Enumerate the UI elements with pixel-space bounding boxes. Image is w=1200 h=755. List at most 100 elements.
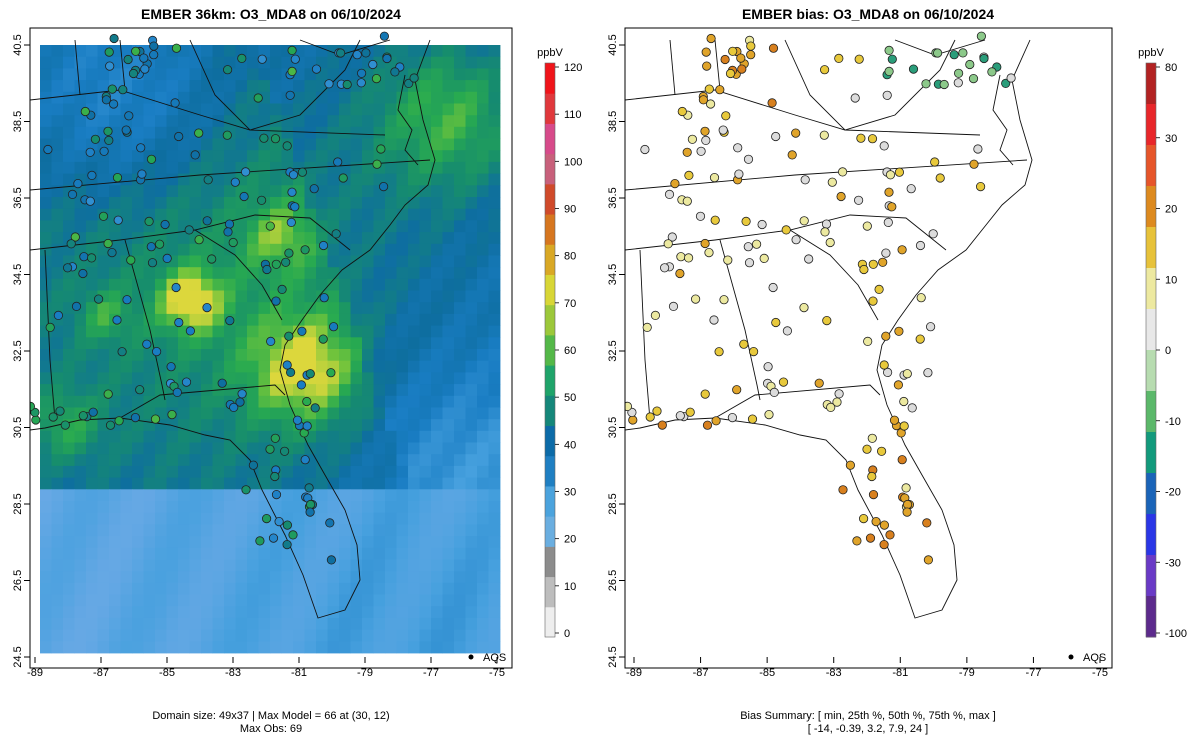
observation-site-marker [184, 225, 194, 235]
model-grid-cell [373, 255, 386, 268]
bias-site-marker [908, 64, 919, 74]
model-grid-cell [247, 454, 259, 467]
model-grid-cell [166, 559, 179, 572]
model-grid-cell [212, 150, 225, 163]
bias-site-marker [884, 187, 894, 197]
model-grid-cell [477, 524, 489, 537]
model-grid-cell [362, 68, 374, 81]
bias-site-marker [715, 85, 725, 95]
model-grid-cell [212, 278, 225, 291]
model-grid-cell [350, 185, 363, 198]
model-grid-cell [270, 161, 282, 174]
model-grid-cell [178, 606, 190, 619]
model-grid-cell [247, 477, 259, 490]
bias-site-marker [814, 378, 824, 388]
model-grid-cell [97, 372, 110, 385]
bias-site-marker [953, 78, 963, 88]
bias-site-marker [702, 420, 713, 430]
model-grid-cell [419, 629, 432, 642]
bias-site-marker [928, 229, 938, 239]
model-grid-cell [86, 325, 98, 338]
model-grid-cell [281, 571, 294, 584]
model-grid-cell [86, 68, 98, 81]
model-grid-cell [454, 617, 466, 630]
bias-site-marker [720, 54, 730, 65]
bias-site-marker [906, 184, 916, 194]
model-grid-cell [339, 477, 351, 490]
model-grid-cell [339, 325, 351, 338]
model-grid-cell [454, 290, 466, 303]
model-grid-cell [316, 454, 328, 467]
bias-site-marker [876, 446, 887, 456]
model-grid-cell [431, 185, 443, 198]
observation-site-marker [217, 378, 227, 388]
model-grid-cell [442, 547, 455, 560]
model-grid-cell [189, 290, 202, 303]
model-grid-cell [201, 161, 213, 174]
model-grid-cell [408, 501, 420, 514]
model-grid-cell [40, 56, 52, 69]
model-grid-cell [327, 395, 340, 408]
model-grid-cell [224, 278, 236, 291]
model-grid-cell [316, 629, 328, 642]
observation-site-marker [356, 68, 367, 78]
model-grid-cell [442, 617, 455, 630]
model-grid-cell [293, 173, 305, 186]
model-grid-cell [488, 290, 501, 303]
model-grid-cell [327, 407, 340, 420]
model-grid-cell [143, 68, 156, 81]
model-grid-cell [109, 641, 121, 654]
observation-site-marker [300, 455, 310, 465]
model-grid-cell [189, 559, 202, 572]
model-grid-cell [293, 372, 305, 385]
observation-site-marker [342, 79, 352, 90]
model-grid-cell [396, 150, 409, 163]
model-grid-cell [293, 185, 305, 198]
model-grid-cell [327, 442, 340, 455]
model-grid-cell [454, 56, 466, 69]
x-tick-label: -75 [1092, 667, 1108, 679]
model-grid-cell [97, 103, 110, 116]
model-grid-cell [477, 477, 489, 490]
model-grid-cell [178, 629, 190, 642]
bias-site-marker [711, 416, 721, 426]
model-grid-cell [74, 150, 87, 163]
model-grid-cell [316, 45, 328, 58]
model-grid-cell [293, 442, 305, 455]
model-grid-cell [40, 103, 52, 116]
bias-site-marker [769, 387, 779, 397]
model-grid-cell [385, 138, 397, 151]
observation-site-marker [305, 507, 315, 517]
model-grid-cell [132, 465, 144, 478]
model-grid-cell [86, 395, 98, 408]
model-grid-cell [339, 641, 351, 654]
model-grid-cell [247, 56, 259, 69]
model-grid-cell [97, 255, 110, 268]
model-grid-cell [362, 360, 374, 373]
model-grid-cell [419, 524, 432, 537]
model-grid-cell [247, 91, 259, 104]
observation-site-marker [318, 240, 329, 251]
model-grid-cell [74, 477, 87, 490]
model-grid-cell [408, 313, 420, 326]
model-grid-cell [281, 582, 294, 595]
model-grid-cell [97, 80, 110, 93]
model-grid-cell [304, 173, 317, 186]
observation-site-marker [139, 53, 149, 63]
model-grid-cell [304, 138, 317, 151]
colorbar-tick-label: 30 [1165, 133, 1177, 145]
model-grid-cell [155, 442, 167, 455]
model-grid-cell [189, 442, 202, 455]
observation-site-marker [325, 518, 335, 528]
model-grid-cell [109, 536, 121, 549]
model-grid-cell [235, 126, 248, 139]
model-grid-cell [327, 80, 340, 93]
model-grid-cell [293, 349, 305, 362]
model-grid-cell [224, 641, 236, 654]
model-grid-cell [339, 103, 351, 116]
model-grid-cell [281, 220, 294, 233]
model-grid-cell [270, 360, 282, 373]
model-grid-cell [431, 278, 443, 291]
model-grid-cell [304, 571, 317, 584]
model-grid-cell [281, 454, 294, 467]
